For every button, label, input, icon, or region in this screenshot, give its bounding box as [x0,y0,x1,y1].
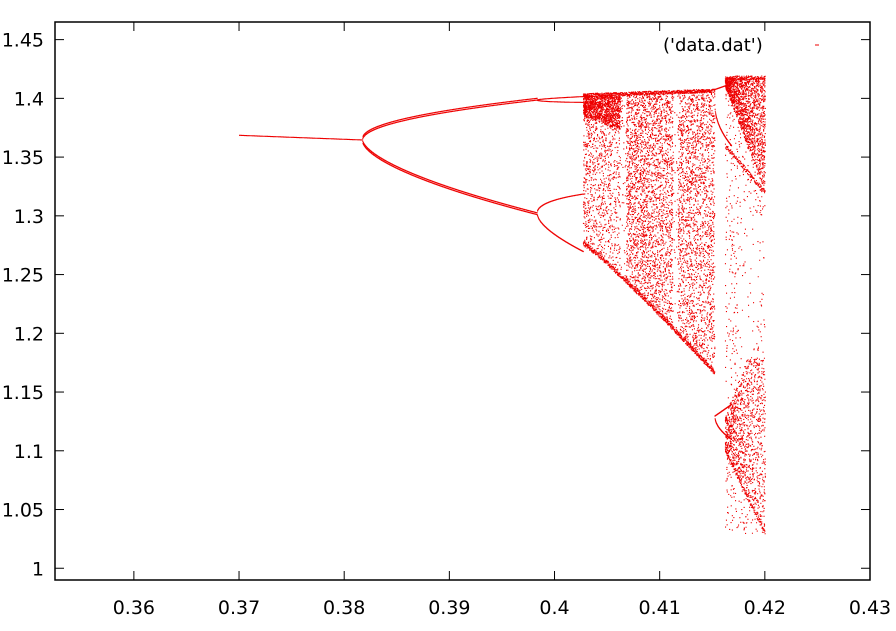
y-tick-label: 1 [32,558,44,580]
y-axis-ticks: 1 1.05 1.1 1.15 1.2 1.25 1.3 1.35 1.4 1.45 [2,30,870,580]
x-tick-label: 0.36 [113,597,155,619]
y-tick-label: 1.2 [14,323,44,345]
x-tick-label: 0.43 [849,597,891,619]
y-tick-label: 1.4 [14,88,44,110]
y-tick-label: 1.3 [14,206,44,228]
x-tick-label: 0.41 [639,597,681,619]
x-tick-label: 0.37 [218,597,260,619]
y-tick-label: 1.25 [2,265,44,287]
y-tick-label: 1.35 [2,147,44,169]
x-axis-ticks: 0.36 0.37 0.38 0.39 0.4 0.41 0.42 0.43 [113,22,891,619]
x-tick-label: 0.39 [428,597,470,619]
legend: ('data.dat') [663,35,819,56]
legend-label: ('data.dat') [663,35,763,56]
y-tick-label: 1.15 [2,382,44,404]
x-tick-label: 0.38 [323,597,365,619]
x-tick-label: 0.42 [744,597,786,619]
plot-area [54,21,871,581]
y-tick-label: 1.45 [2,30,44,52]
y-tick-label: 1.05 [2,500,44,522]
y-tick-label: 1.1 [14,441,44,463]
x-tick-label: 0.4 [539,597,569,619]
